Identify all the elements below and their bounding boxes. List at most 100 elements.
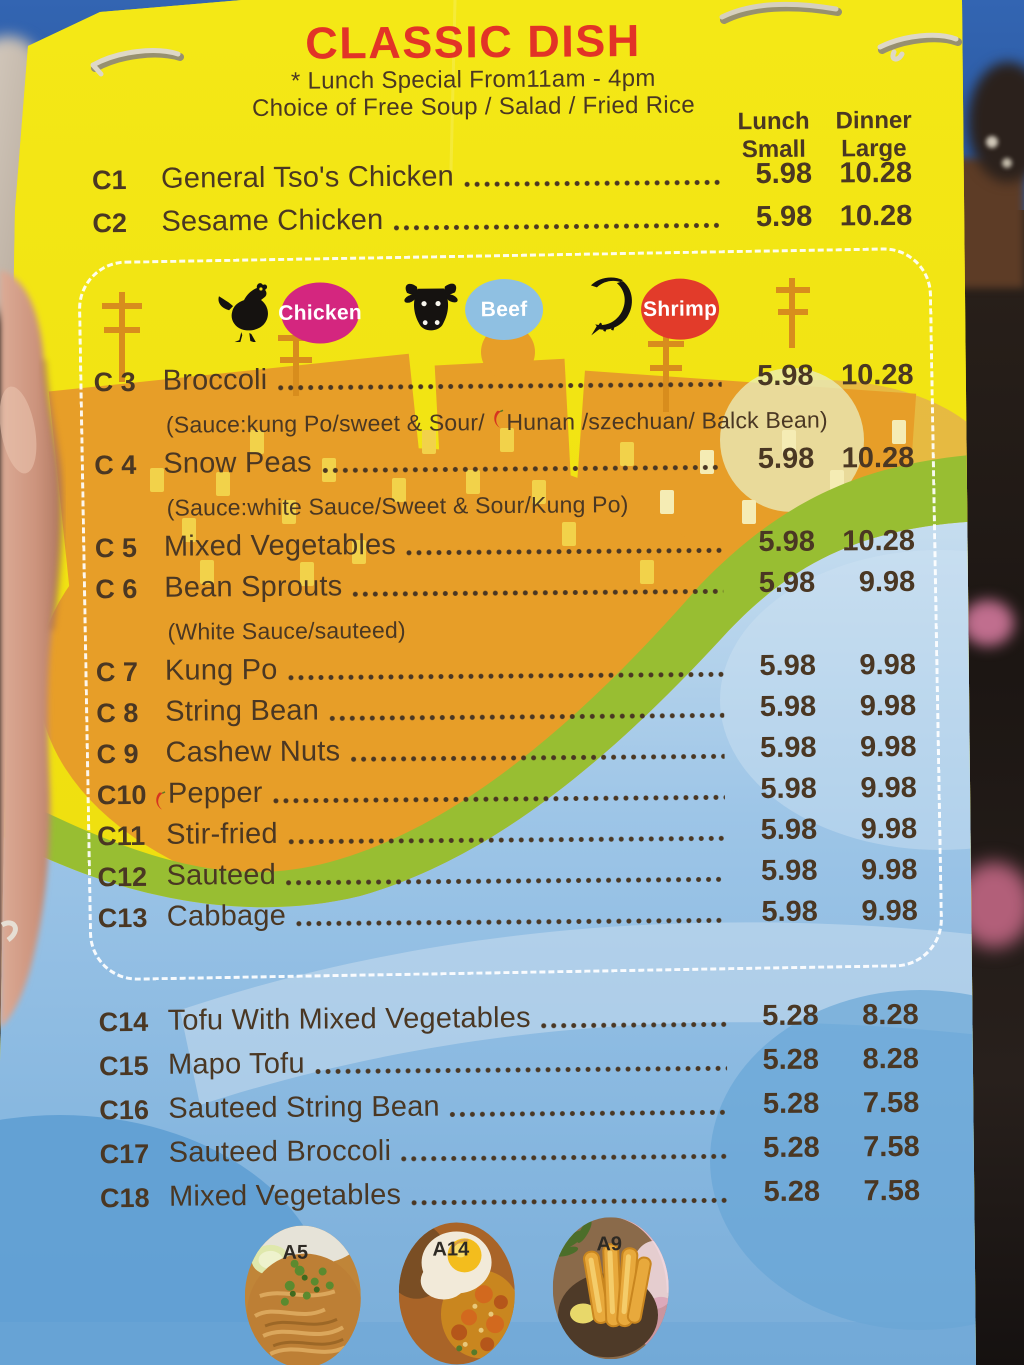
column-header-line: Lunch [737, 107, 810, 136]
item-code: C17 [99, 1138, 150, 1170]
menu-item-row: C14 Tofu With Mixed Vegetables 5.28 8.28 [99, 994, 919, 1044]
lunch-price: 5.98 [755, 157, 813, 191]
item-name: String Bean [165, 694, 320, 728]
column-header-line: Dinner [835, 106, 912, 135]
menu-section-boxed: C 3 Broccoli 5.98 10.28 (Sauce:kung Po/sweet… [93, 357, 918, 940]
menu-item-row: C2 Sesame Chicken 5.98 10.28 [92, 196, 912, 245]
item-code: C15 [98, 1050, 149, 1082]
dinner-price: 9.98 [859, 730, 917, 764]
lunch-price: 5.98 [759, 649, 817, 683]
item-name: Mixed Vegetables [168, 1178, 402, 1213]
menu-item-row: C12 Sauteed 5.98 9.98 [97, 852, 917, 899]
food-photo-a9-art [552, 1216, 670, 1360]
lunch-price: 5.98 [758, 566, 816, 600]
lunch-price: 5.28 [762, 999, 819, 1033]
menu-item-row: C 7 Kung Po 5.98 9.98 [96, 647, 916, 694]
cow-icon [404, 283, 458, 331]
legend-icon-wrap [587, 277, 636, 342]
dotted-leader [449, 1109, 728, 1118]
item-name: Kung Po [164, 653, 278, 687]
dotted-leader [350, 753, 725, 763]
legend-group: Shrimp [587, 276, 720, 342]
item-name: Snow Peas [163, 446, 312, 480]
dinner-price: 9.98 [858, 565, 916, 599]
dinner-price: 9.98 [859, 689, 917, 723]
lunch-price: 5.28 [762, 1043, 820, 1077]
item-name: Cabbage [166, 899, 287, 933]
dinner-price: 8.28 [862, 998, 919, 1032]
lunch-price: 5.98 [760, 813, 818, 847]
dotted-leader [272, 794, 725, 804]
item-name: Sauteed String Bean [168, 1090, 440, 1125]
item-code: C13 [97, 902, 148, 934]
lunch-price: 5.98 [760, 772, 817, 806]
dotted-leader [401, 1153, 728, 1162]
chili-icon [494, 409, 504, 428]
food-photo-noodles: A5 [244, 1225, 362, 1365]
dinner-price: 8.28 [862, 1042, 920, 1076]
dotted-leader [393, 222, 721, 231]
photo-label: A9 [596, 1233, 623, 1256]
dotted-leader [540, 1021, 727, 1029]
menu-item-row: C1 General Tso's Chicken 5.98 10.28 [92, 153, 912, 202]
item-code: C14 [98, 1006, 149, 1038]
item-name: Sesame Chicken [161, 203, 384, 238]
menu-item-row: C 3 Broccoli 5.98 10.28 [93, 357, 914, 404]
dinner-price: 7.58 [863, 1130, 920, 1164]
item-name: Bean Sprouts [164, 570, 343, 604]
dotted-leader [321, 464, 723, 474]
food-photo-a5-art [244, 1225, 362, 1365]
menu-section-bottom: C14 Tofu With Mixed Vegetables 5.28 8.28 C15… [99, 994, 921, 1220]
dinner-price: 10.28 [839, 199, 913, 233]
legend-icon-wrap [403, 278, 459, 341]
legend-icon-wrap [217, 280, 276, 347]
dotted-leader [287, 671, 724, 681]
item-name: Tofu With Mixed Vegetables [167, 1001, 531, 1037]
dinner-price: 9.98 [859, 648, 917, 682]
dotted-leader [352, 588, 724, 598]
item-code: C 9 [96, 738, 139, 770]
shrimp-icon [590, 277, 632, 336]
dinner-price: 10.28 [841, 441, 915, 475]
item-name: Sauteed Broccoli [168, 1134, 392, 1169]
note-icon-wrap [491, 409, 506, 436]
item-code: C16 [99, 1094, 150, 1126]
dotted-leader [406, 547, 724, 556]
item-code: C18 [99, 1182, 150, 1214]
legend-label-badge: Chicken [278, 282, 362, 344]
menu-item-row: C18 Mixed Vegetables 5.28 7.58 [100, 1170, 920, 1220]
lunch-price: 5.98 [761, 895, 818, 929]
dotted-leader [329, 712, 725, 722]
item-code: C 8 [96, 697, 139, 729]
menu-item-row: C11 Stir-fried 5.98 9.98 [97, 811, 917, 858]
item-name: Cashew Nuts [165, 735, 341, 769]
dinner-price: 7.58 [862, 1086, 920, 1120]
dotted-leader [277, 381, 722, 391]
item-code: C 3 [93, 366, 136, 398]
photo-label: A5 [282, 1241, 309, 1264]
backdrop-sparkle [986, 136, 998, 148]
item-name: Pepper [167, 776, 263, 810]
item-code: C 5 [94, 532, 138, 564]
item-name: Stir-fried [166, 817, 278, 851]
dinner-price: 7.58 [863, 1174, 921, 1208]
menu-item-row: C 9 Cashew Nuts 5.98 9.98 [96, 729, 916, 776]
item-note-text: Hunan /szechuan/ Balck Bean) [506, 406, 828, 435]
item-note: (White Sauce/sauteed) [95, 605, 915, 653]
item-name: General Tso's Chicken [160, 160, 455, 195]
menu-item-row: C16 Sauteed String Bean 5.28 7.58 [99, 1082, 919, 1132]
dinner-price: 9.98 [860, 812, 918, 846]
item-code: C11 [97, 820, 146, 852]
lunch-price: 5.98 [760, 854, 818, 888]
menu-item-row: C17 Sauteed Broccoli 5.28 7.58 [100, 1126, 920, 1176]
dotted-leader [296, 917, 726, 927]
item-note: (Sauce:kung Po/sweet & Sour/ Hunan /szec… [94, 398, 914, 446]
item-code: C10 [96, 779, 147, 811]
legend-label-badge: Shrimp [640, 278, 720, 340]
lunch-price: 5.98 [759, 690, 817, 724]
lunch-price: 5.28 [763, 1131, 820, 1165]
dotted-leader [286, 876, 726, 886]
item-code: C2 [92, 208, 128, 239]
